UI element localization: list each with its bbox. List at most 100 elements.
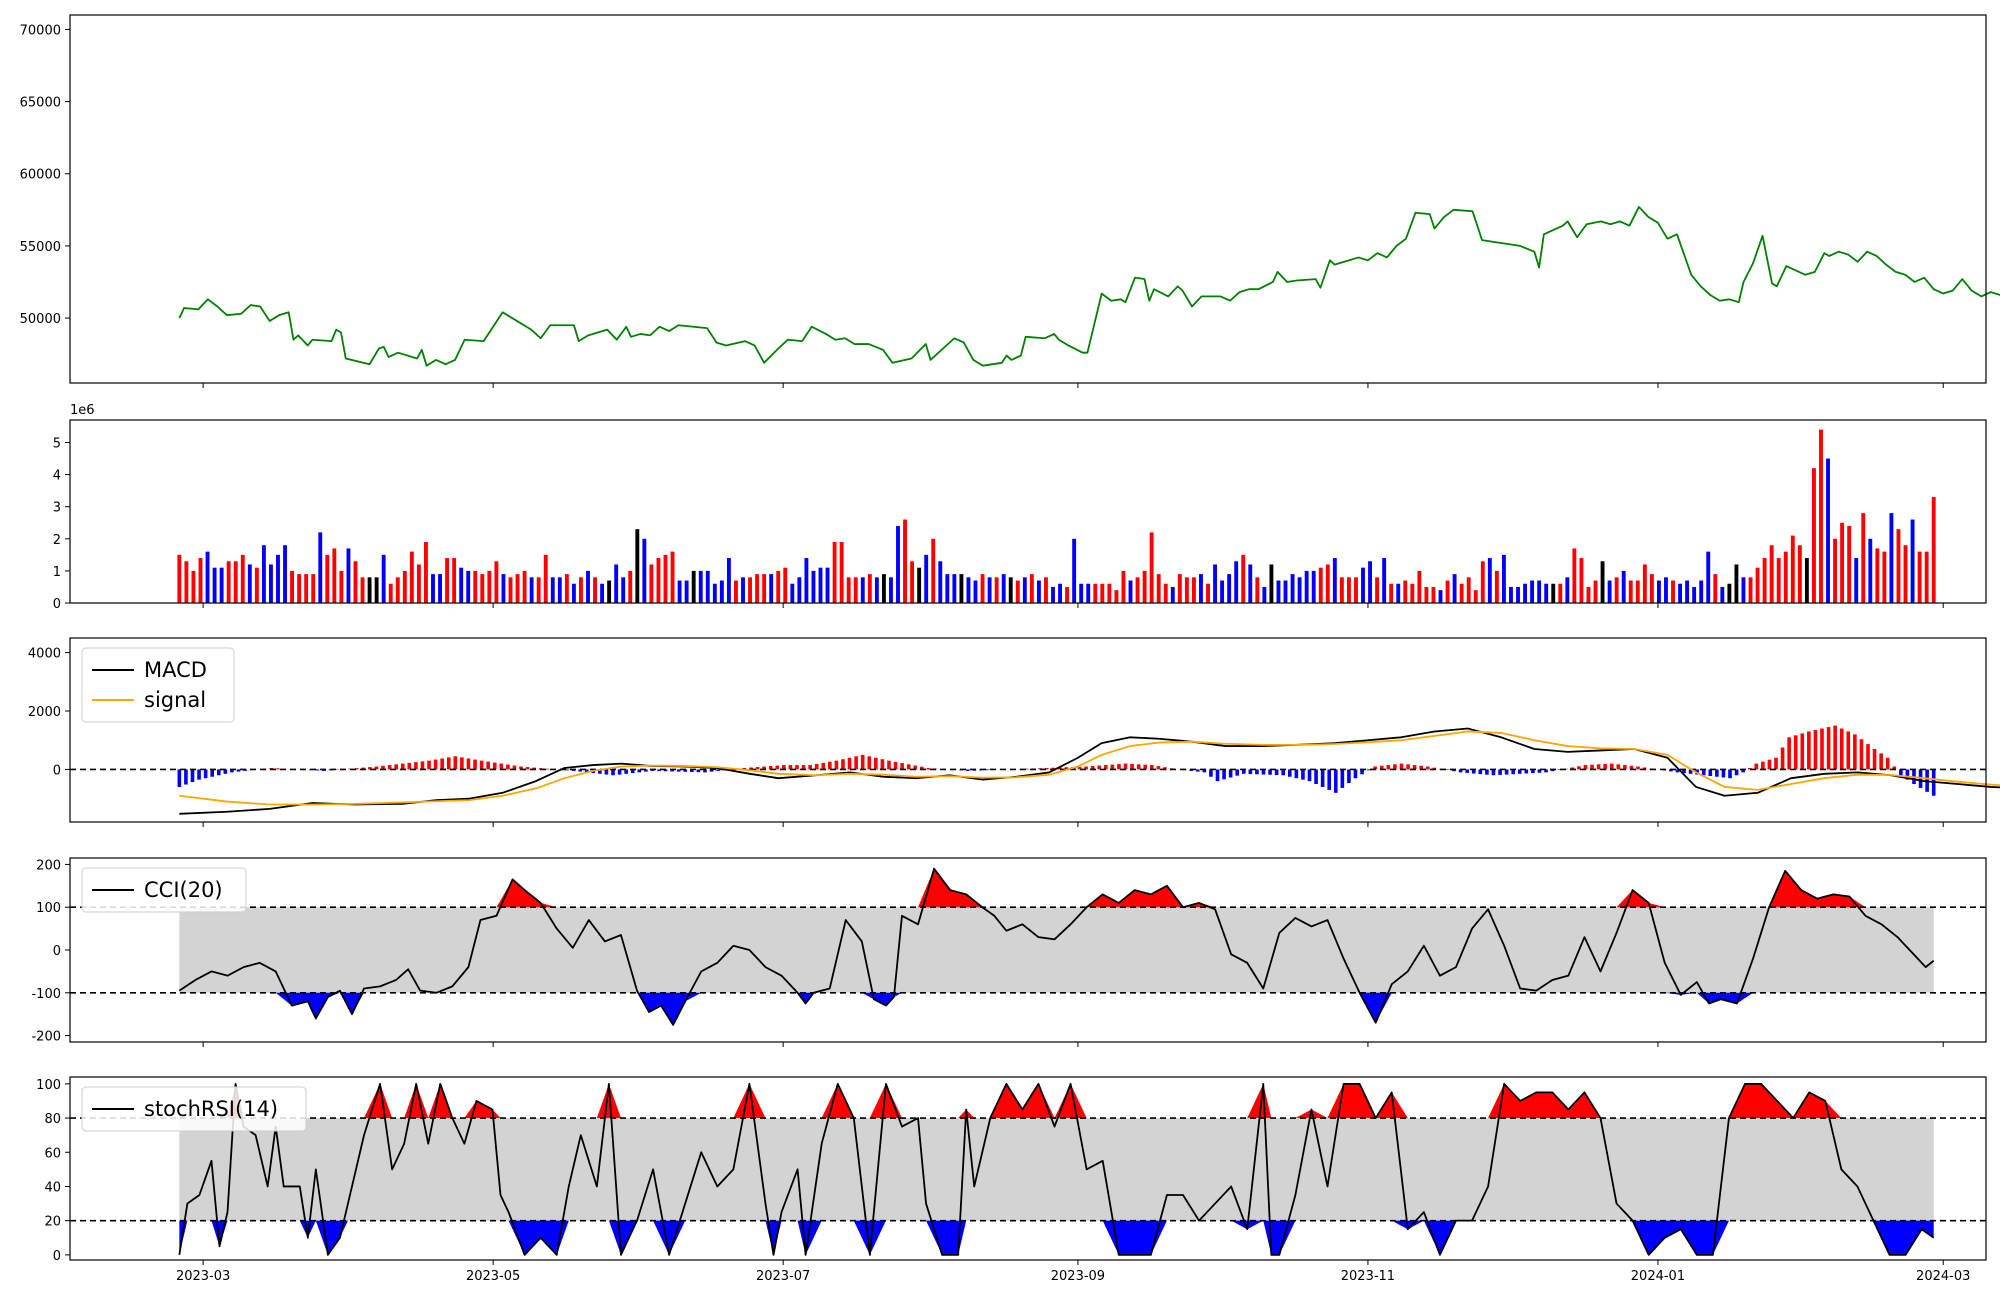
volume-bar [1487,558,1492,603]
macd-histogram-bar [670,769,674,772]
volume-bar [1304,570,1309,603]
volume-bar [1797,545,1802,603]
macd-histogram-bar [1235,769,1240,776]
volume-bar [261,545,266,603]
macd-histogram-bar [703,769,707,773]
macd-histogram-bar [203,769,208,779]
volume-bar [254,567,259,603]
volume-bar [1029,574,1034,603]
macd-histogram-bar [814,763,819,770]
macd-histogram-bar [1261,769,1266,775]
macd-histogram-bar [473,759,477,770]
macd-histogram-bar [1517,769,1522,774]
macd-histogram-bar [512,765,517,770]
volume-bar [1163,583,1168,603]
macd-histogram-bar [400,763,405,770]
volume-bar [1156,574,1161,603]
volume-bar [360,577,365,603]
macd-histogram-bar [1833,725,1837,770]
macd-histogram-bar [499,763,504,770]
macd-histogram-bar [1281,769,1286,776]
volume-bar [698,570,703,603]
volume-bar [1149,532,1154,603]
cci-ytick-label: 100 [36,901,61,916]
volume-bar [283,545,287,603]
volume-bar [431,574,435,603]
volume-bar [1642,564,1647,603]
price-panel: 50000 55000 60000 65000 70000 [20,14,2000,388]
volume-bar [1755,567,1760,603]
macd-histogram-bar [230,769,234,773]
macd-histogram-bar [1636,766,1640,770]
macd-histogram-bar [1458,769,1463,773]
volume-bar [473,570,478,603]
macd-histogram-bar [479,760,484,770]
macd-histogram-bar [683,769,688,772]
volume-bar [1431,586,1436,603]
price-ytick-label: 70000 [20,23,61,38]
macd-histogram-bar [657,769,661,772]
volume-bar [515,574,520,603]
macd-histogram-bar [460,757,464,770]
volume-bar [579,577,583,603]
stochrsi-legend [81,1086,307,1132]
volume-bar [1001,574,1006,603]
macd-histogram-bar [466,758,471,770]
volume-bar [1332,558,1337,603]
volume-bar [1635,580,1640,603]
volume-bar [797,577,802,603]
macd-histogram-bar [1491,769,1496,776]
volume-bar [1523,583,1527,603]
volume-bar [1438,590,1443,603]
volume-bar [452,558,457,603]
macd-histogram-bar [1163,767,1167,770]
macd-histogram-bar [1623,765,1627,770]
macd-histogram-bar [1721,769,1726,778]
macd-histogram-bar [1406,764,1410,770]
volume-bar [1558,583,1563,603]
volume-bar [1727,583,1732,603]
macd-histogram-bar [1504,769,1509,775]
x-tick-label: 2023-09 [1051,1269,1105,1284]
macd-histogram-bar [1682,769,1686,774]
macd-histogram-bar [1130,763,1134,770]
macd-histogram-bar [1734,769,1739,776]
volume-bar [1015,580,1020,603]
macd-histogram-bar [525,767,530,770]
volume-bar [677,580,682,603]
macd-histogram-bar [900,763,904,770]
volume-bar [1065,586,1070,603]
macd-histogram-bar [1386,765,1391,770]
macd-legend-label: signal [144,688,206,712]
cci-legend-label: CCI(20) [144,878,223,902]
macd-histogram-bar [1715,769,1719,777]
macd-histogram-bar [768,766,773,770]
macd-histogram-bar [1084,766,1088,770]
volume-bar [522,570,527,603]
volume-frame [69,419,1987,604]
volume-bar [1368,561,1372,603]
macd-histogram-bar [1255,769,1259,775]
volume-bar [1720,586,1725,603]
volume-bar [1628,580,1633,603]
volume-bar [1748,577,1753,603]
macd-histogram-bar [906,764,911,770]
macd-histogram-bar [1478,769,1483,775]
macd-histogram-bar [749,767,753,770]
volume-bar [487,570,492,603]
macd-histogram-bar [788,765,793,770]
volume-bar [741,577,745,603]
volume-bar [1494,570,1499,603]
macd-histogram-bar [920,766,924,770]
macd-histogram-bar [1241,769,1246,774]
volume-bar [1924,551,1929,603]
macd-histogram-bar [1044,767,1049,770]
macd-histogram-bar [578,769,582,772]
volume-bar [1382,558,1387,603]
macd-histogram-bar [1097,765,1102,770]
volume-bar [1241,554,1246,603]
volume-bar [1826,458,1830,603]
macd-histogram-bar [1807,731,1811,770]
macd-histogram-bar [1498,769,1502,775]
volume-bar [903,519,907,603]
